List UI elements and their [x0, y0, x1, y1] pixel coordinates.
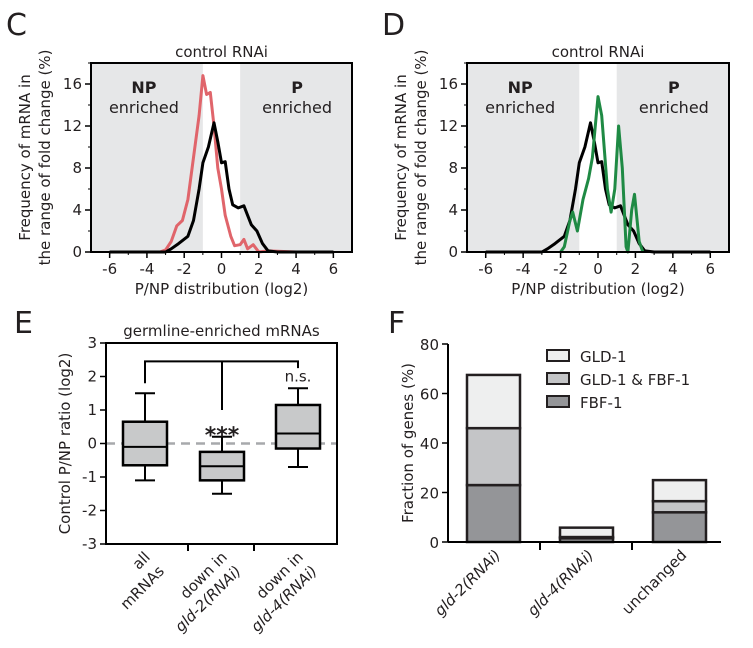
y-tick-label: 8 [72, 159, 82, 177]
bar-segment [465, 426, 522, 487]
category-label: gld-4(RNAi) [524, 546, 598, 620]
y-tick-label: 1 [87, 401, 97, 419]
y-axis-label: Frequency of mRNA in [16, 74, 34, 240]
y-tick-label: 0 [87, 435, 97, 453]
shaded-region [616, 63, 729, 252]
box [121, 420, 169, 467]
region-label: enriched [485, 98, 555, 117]
x-tick-label: 2 [254, 260, 264, 278]
legend [546, 349, 570, 408]
region-bold-label: P [291, 78, 303, 97]
x-tick-label: -4 [516, 260, 531, 278]
panel-letter: D [382, 8, 405, 43]
bar-segment [651, 478, 708, 503]
series-line [109, 121, 334, 254]
significance-annotation: n.s. [285, 368, 312, 386]
region-bold-label: NP [508, 78, 533, 97]
x-tick-label: -2 [177, 260, 192, 278]
region-bold-label: P [668, 78, 680, 97]
y-tick-label: 20 [420, 485, 439, 503]
bar-segment [651, 499, 708, 514]
region-label: enriched [262, 98, 332, 117]
x-tick-label: 4 [291, 260, 301, 278]
box-0 [121, 392, 169, 482]
panel-d: D [382, 8, 730, 258]
y-tick-label: 60 [420, 386, 439, 404]
x-tick-label: 4 [668, 260, 678, 278]
significance-bracket [144, 360, 299, 410]
significance-annotation: *** [205, 423, 240, 448]
y-tick-label: -2 [82, 502, 97, 520]
y-tick-label: 4 [448, 201, 458, 219]
y-tick-label: 8 [448, 159, 458, 177]
y-tick-label: 12 [439, 117, 458, 135]
category-label: gld-2(RNAi) [431, 546, 505, 620]
region-label: enriched [639, 98, 709, 117]
y-tick-label: 0 [429, 534, 439, 552]
x-tick-label: -4 [139, 260, 154, 278]
x-tick-label: -2 [553, 260, 568, 278]
legend-swatch [546, 349, 570, 362]
legend-swatch [546, 395, 570, 408]
x-tick-label: -6 [478, 260, 493, 278]
legend-swatch [546, 372, 570, 385]
y-tick-label: 16 [439, 75, 458, 93]
bar-segment [465, 373, 522, 430]
chart-title: control RNAi [552, 43, 645, 61]
y-axis-label: Control P/NP ratio (log2) [56, 353, 74, 535]
category-label: unchanged [618, 546, 690, 618]
legend-label: FBF-1 [580, 394, 623, 412]
box-1 [198, 435, 246, 495]
series-line [159, 74, 334, 254]
legend-label: GLD-1 & FBF-1 [580, 371, 690, 389]
x-tick-label: 6 [706, 260, 716, 278]
y-axis-label: Frequency of mRNA in [392, 74, 410, 240]
series-line [485, 121, 711, 254]
y-tick-label: -3 [82, 535, 97, 553]
panel-letter: C [6, 8, 27, 43]
shaded-region [91, 63, 203, 252]
x-tick-label: 6 [329, 260, 339, 278]
y-tick-label: 80 [420, 336, 439, 354]
panel-letter: E [14, 306, 33, 341]
box-2 [274, 387, 322, 468]
series-line [559, 95, 645, 254]
bar-segment [558, 526, 615, 539]
panel-letter: F [388, 306, 405, 341]
y-tick-label: 12 [63, 117, 82, 135]
region-bold-label: NP [131, 78, 156, 97]
y-tick-label: 2 [87, 368, 97, 386]
shaded-region [240, 63, 352, 252]
y-axis-label: Fraction of genes (%) [399, 363, 417, 523]
bar-segment [651, 511, 708, 544]
y-tick-label: 16 [63, 75, 82, 93]
x-tick-label: 2 [631, 260, 641, 278]
x-tick-label: -6 [102, 260, 117, 278]
box [274, 403, 322, 450]
y-tick-label: 3 [87, 334, 97, 352]
region-label: enriched [109, 98, 179, 117]
legend-label: GLD-1 [580, 348, 627, 366]
x-axis-label: P/NP distribution (log2) [135, 280, 309, 298]
x-tick-label: 0 [217, 260, 227, 278]
y-tick-label: 0 [448, 243, 458, 261]
y-tick-label: -1 [82, 468, 97, 486]
shaded-region [467, 63, 580, 252]
x-tick-label: 0 [593, 260, 603, 278]
y-axis-label: the range of fold change (%) [36, 50, 54, 266]
y-axis-label: the range of fold change (%) [412, 50, 430, 266]
y-tick-label: 40 [420, 435, 439, 453]
chart-title: control RNAi [175, 43, 268, 61]
chart-title: germline-enriched mRNAs [123, 322, 320, 340]
panel-c: C [6, 8, 353, 258]
y-tick-label: 4 [72, 201, 82, 219]
panel-f: F [388, 306, 721, 550]
y-tick-label: 0 [72, 243, 82, 261]
x-axis-label: P/NP distribution (log2) [511, 280, 685, 298]
panel-e: E [14, 306, 338, 551]
bar-segment [465, 483, 522, 544]
